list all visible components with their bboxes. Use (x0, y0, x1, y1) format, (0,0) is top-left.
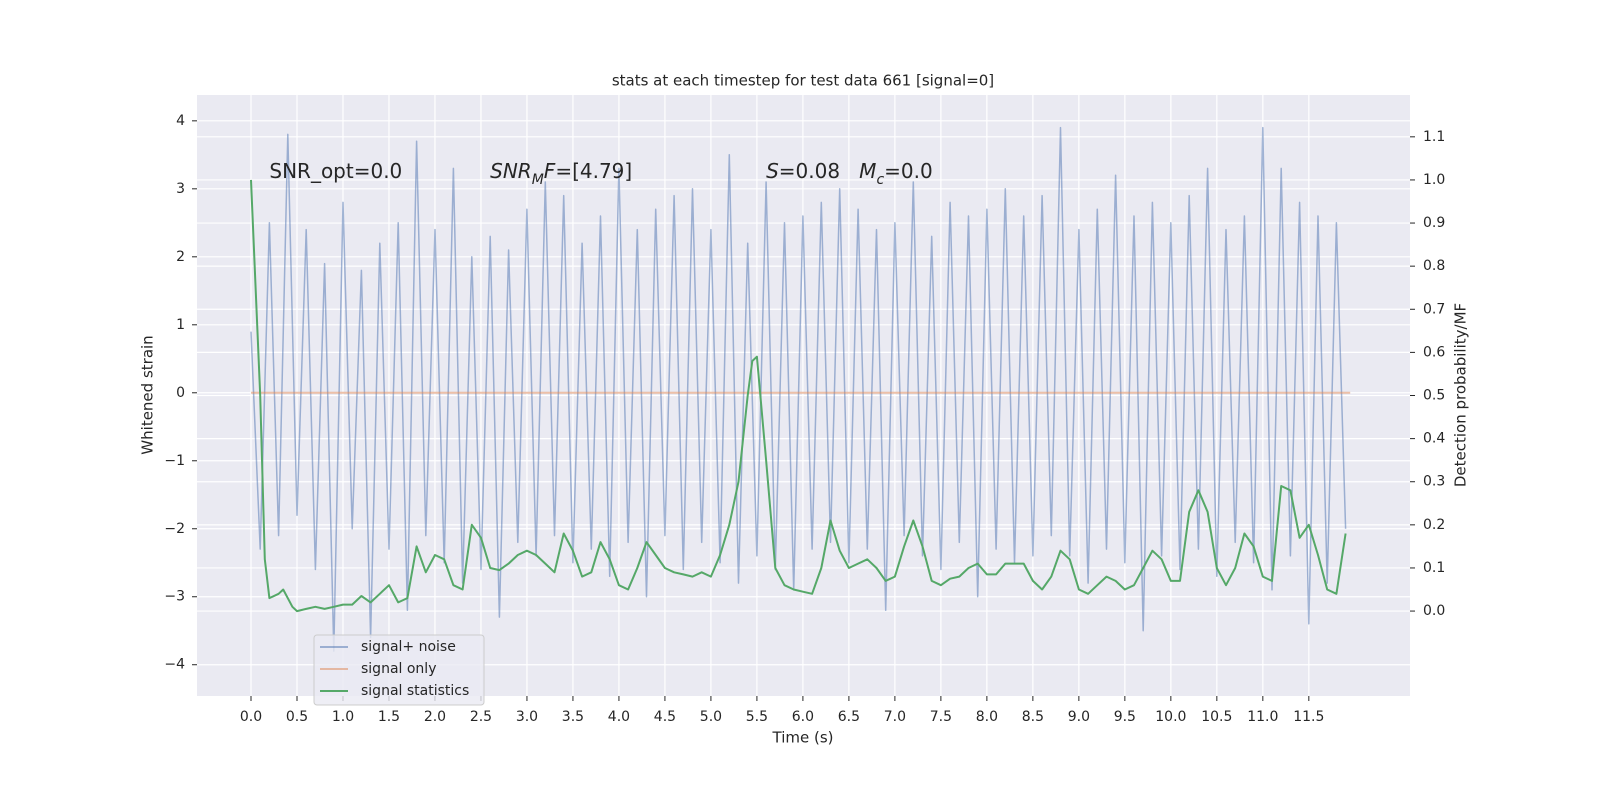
x-tick-label: 2.5 (470, 709, 492, 725)
x-tick-label: 4.5 (654, 709, 676, 725)
annotation-part: F (544, 158, 556, 182)
series-line (250, 126, 1347, 652)
chart-title: stats at each timestep for test data 661… (612, 72, 994, 90)
y-tick-label: −2 (164, 521, 185, 537)
x-tick-label: 6.0 (792, 709, 814, 725)
x-tick-label: 8.5 (1022, 709, 1044, 725)
y2-tick-label: 0.2 (1423, 517, 1445, 533)
legend-label: signal only (361, 661, 436, 677)
legend-box (313, 634, 485, 706)
legend: signal+ noise signal only signal statistic… (313, 634, 485, 706)
x-tick-label: 0.0 (240, 709, 262, 725)
y2-tick-label: 0.9 (1423, 215, 1445, 231)
y2-tick-label: 0.7 (1423, 301, 1445, 317)
x-tick-label: 1.5 (378, 709, 400, 725)
x-tick-label: 5.5 (746, 709, 768, 725)
annotation-part: c (876, 172, 884, 188)
x-tick-label: 10.0 (1155, 709, 1186, 725)
x-axis-label: Time (s) (772, 729, 834, 747)
series-line (250, 179, 1347, 613)
y-axis-label: Whitened strain (139, 335, 157, 454)
annotation: SNR_opt=0.0 (269, 158, 402, 182)
y-tick-label: 0 (176, 385, 185, 401)
annotation-part: =0.0 (884, 158, 933, 182)
y2-tick-label: 0.4 (1423, 431, 1445, 447)
annotation-part: =0.08 (779, 158, 859, 182)
x-tick-label: 9.5 (1114, 709, 1136, 725)
y-tick-label: −4 (164, 657, 185, 673)
legend-label: signal+ noise (361, 639, 456, 655)
x-tick-label: 3.0 (516, 709, 538, 725)
y2-tick-label: 0.1 (1423, 560, 1445, 576)
annotation-part: M (859, 158, 876, 182)
x-tick-label: 11.0 (1247, 709, 1278, 725)
y-tick-label: 4 (176, 113, 185, 129)
annotation-part: SNR_opt=0.0 (269, 158, 402, 182)
y2-tick-label: 0.5 (1423, 388, 1445, 404)
x-tick-label: 4.0 (608, 709, 630, 725)
annotation-part: SNR (490, 158, 532, 182)
x-tick-label: 10.5 (1201, 709, 1232, 725)
x-tick-label: 1.0 (332, 709, 354, 725)
x-tick-label: 5.0 (700, 709, 722, 725)
y2-tick-label: 1.0 (1423, 172, 1445, 188)
y2-tick-label: 0.3 (1423, 474, 1445, 490)
annotation-part: =[4.79] (555, 158, 632, 182)
annotation-part: S (766, 158, 779, 182)
x-tick-label: 3.5 (562, 709, 584, 725)
y2-tick-label: 0.0 (1423, 603, 1445, 619)
y-tick-label: −1 (164, 453, 185, 469)
annotation: S=0.08 Mc=0.0 (766, 158, 933, 188)
y-tick-label: 2 (176, 249, 185, 265)
annotation: SNRMF=[4.79] (490, 158, 632, 188)
x-tick-label: 8.0 (976, 709, 998, 725)
x-tick-label: 0.5 (286, 709, 308, 725)
y2-tick-label: 1.1 (1423, 129, 1445, 145)
x-tick-label: 6.5 (838, 709, 860, 725)
y2-axis-label: Detection probability/MF (1452, 303, 1470, 487)
x-tick-label: 11.5 (1293, 709, 1324, 725)
y-tick-label: 3 (176, 181, 185, 197)
y2-tick-label: 0.8 (1423, 258, 1445, 274)
legend-label: signal statistics (361, 683, 469, 699)
annotation-part: M (532, 172, 544, 188)
x-tick-label: 7.5 (930, 709, 952, 725)
y-tick-label: 1 (176, 317, 185, 333)
y-tick-label: −3 (164, 589, 185, 605)
y2-tick-label: 0.6 (1423, 344, 1445, 360)
x-tick-label: 9.0 (1068, 709, 1090, 725)
x-tick-label: 2.0 (424, 709, 446, 725)
x-tick-label: 7.0 (884, 709, 906, 725)
